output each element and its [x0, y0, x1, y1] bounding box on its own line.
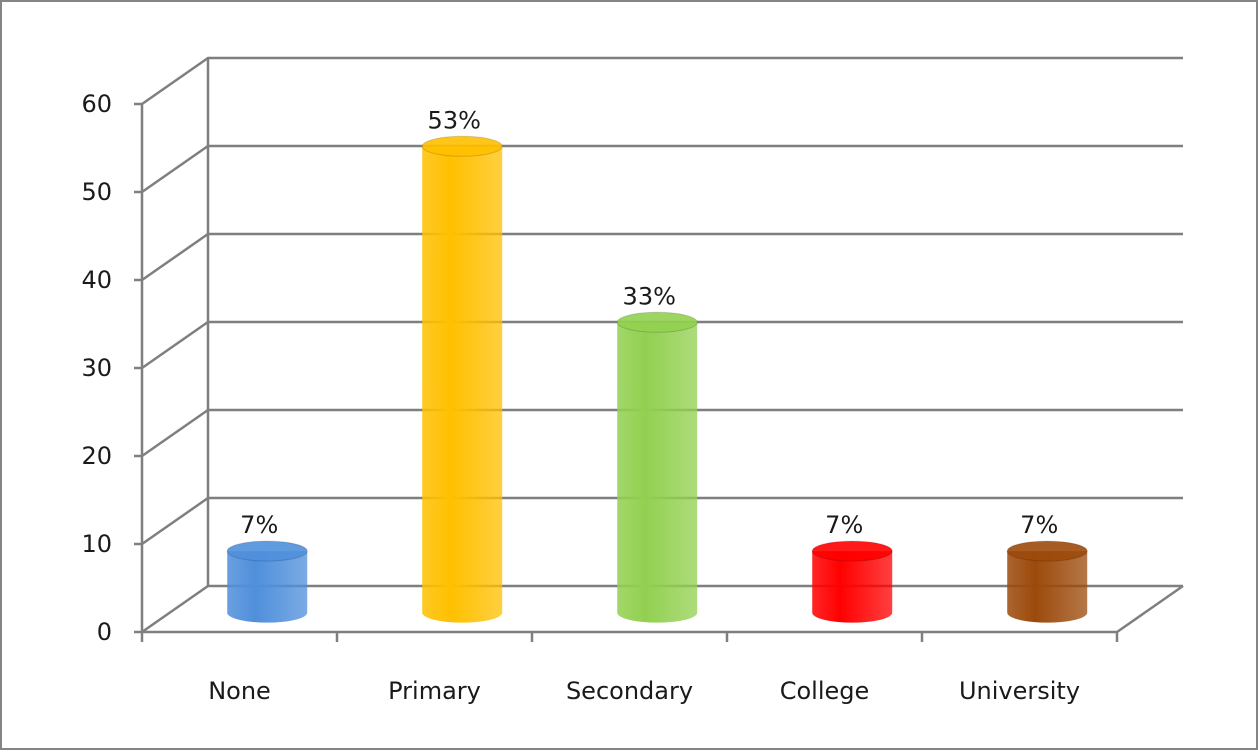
category-label-none: None: [208, 677, 271, 705]
category-labels: None Primary Secondary College University: [208, 677, 1080, 705]
data-label-university: 7%: [1020, 511, 1058, 539]
bar-secondary: [616, 311, 698, 623]
bar-primary: [421, 135, 503, 623]
y-tick-label-40: 40: [81, 266, 112, 294]
category-label-university: University: [959, 677, 1080, 705]
y-tick-label-10: 10: [81, 530, 112, 558]
bar-college: [811, 540, 893, 623]
y-tick-label-60: 60: [81, 90, 112, 118]
y-tick-label-20: 20: [81, 442, 112, 470]
axes: [134, 58, 1119, 642]
category-label-primary: Primary: [388, 677, 481, 705]
y-tick-label-50: 50: [81, 178, 112, 206]
bar-none: [226, 540, 308, 623]
y-tick-label-0: 0: [97, 618, 112, 646]
data-labels: 7% 53% 33% 7% 7%: [240, 106, 1058, 539]
data-label-primary: 53%: [428, 106, 481, 134]
bar-university: [1006, 540, 1088, 623]
data-label-none: 7%: [240, 511, 278, 539]
bars: [226, 135, 1088, 623]
data-label-secondary: 33%: [623, 282, 676, 310]
y-tick-labels: 0 10 20 30 40 50 60: [81, 90, 112, 646]
data-label-college: 7%: [825, 511, 863, 539]
y-tick-label-30: 30: [81, 354, 112, 382]
category-label-college: College: [780, 677, 870, 705]
category-label-secondary: Secondary: [566, 677, 693, 705]
